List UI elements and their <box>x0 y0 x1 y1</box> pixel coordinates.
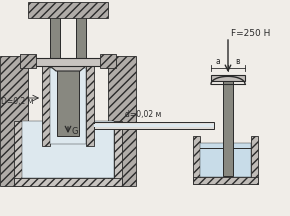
Text: D=0,2 м: D=0,2 м <box>1 97 34 106</box>
Text: в: в <box>235 57 239 66</box>
Bar <box>225 126 231 146</box>
Bar <box>94 122 214 129</box>
Bar <box>76 14 86 58</box>
Bar <box>57 68 79 136</box>
Text: d=0,02 м: d=0,02 м <box>125 110 161 119</box>
Bar <box>108 56 136 186</box>
Polygon shape <box>50 66 86 71</box>
Text: Fo: Fo <box>105 54 115 64</box>
Bar <box>28 2 108 18</box>
Bar <box>14 121 22 186</box>
Bar <box>20 54 36 68</box>
Bar <box>114 121 122 186</box>
Bar <box>193 177 258 184</box>
Text: F=250 Н: F=250 Н <box>231 29 270 38</box>
Bar <box>86 66 94 146</box>
Text: G: G <box>71 127 77 137</box>
Bar <box>22 121 114 178</box>
Bar <box>223 81 233 176</box>
Bar <box>251 136 258 184</box>
Bar <box>30 58 106 66</box>
Bar <box>50 14 60 58</box>
Bar <box>193 136 200 184</box>
Bar <box>42 66 50 146</box>
Bar <box>94 124 214 127</box>
Bar <box>100 54 116 68</box>
Bar <box>211 75 245 81</box>
Bar <box>0 56 28 186</box>
Text: a: a <box>216 57 220 66</box>
Bar <box>50 68 86 144</box>
Bar <box>200 143 251 177</box>
Bar <box>14 178 122 186</box>
